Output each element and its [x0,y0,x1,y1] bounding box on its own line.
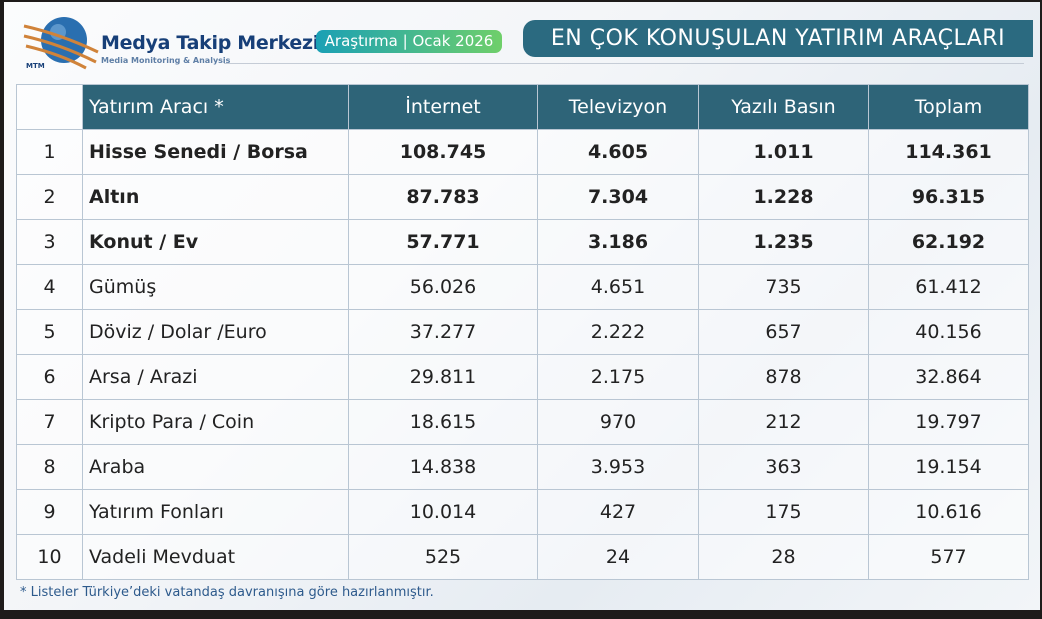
rank-header [16,84,83,130]
total-cell: 19.154 [868,444,1029,490]
press-cell: 1.228 [698,174,869,220]
tv-cell: 2.222 [537,309,699,355]
divider [224,63,1024,64]
internet-cell: 57.771 [348,219,538,265]
name-cell: Gümüş [82,264,349,310]
column-header: İnternet [348,84,538,130]
press-cell: 175 [698,489,869,535]
rank-cell: 3 [16,219,83,265]
rank-cell: 7 [16,399,83,445]
tv-cell: 24 [537,534,699,580]
name-cell: Kripto Para / Coin [82,399,349,445]
tv-cell: 2.175 [537,354,699,400]
table-row: 1 Hisse Senedi / Borsa 108.745 4.605 1.011 11… [16,129,1029,175]
data-table: Yatırım Aracı * İnternet Televizyon Yazı… [16,84,1029,580]
internet-cell: 56.026 [348,264,538,310]
rank-cell: 2 [16,174,83,220]
total-cell: 62.192 [868,219,1029,265]
name-cell: Konut / Ev [82,219,349,265]
internet-cell: 29.811 [348,354,538,400]
tv-cell: 427 [537,489,699,535]
press-cell: 878 [698,354,869,400]
brand-name: Medya Takip Merkezi [101,32,319,54]
tv-cell: 4.651 [537,264,699,310]
table-row: 9 Yatırım Fonları 10.014 427 175 10.616 [16,489,1029,535]
internet-cell: 14.838 [348,444,538,490]
name-cell: Yatırım Fonları [82,489,349,535]
name-cell: Vadeli Mevduat [82,534,349,580]
name-cell: Arsa / Arazi [82,354,349,400]
table-row: 4 Gümüş 56.026 4.651 735 61.412 [16,264,1029,310]
rank-cell: 6 [16,354,83,400]
date-badge: Araştırma | Ocak 2026 [316,30,502,53]
page-title: EN ÇOK KONUŞULAN YATIRIM ARAÇLARI [523,20,1033,57]
table-row: 6 Arsa / Arazi 29.811 2.175 878 32.864 [16,354,1029,400]
rank-cell: 10 [16,534,83,580]
column-header: Toplam [868,84,1029,130]
tv-cell: 7.304 [537,174,699,220]
rank-cell: 4 [16,264,83,310]
table-row: 7 Kripto Para / Coin 18.615 970 212 19.797 [16,399,1029,445]
total-cell: 114.361 [868,129,1029,175]
internet-cell: 108.745 [348,129,538,175]
total-cell: 577 [868,534,1029,580]
internet-cell: 18.615 [348,399,538,445]
tv-cell: 3.186 [537,219,699,265]
table-header: Yatırım Aracı * İnternet Televizyon Yazı… [16,84,1029,130]
total-cell: 96.315 [868,174,1029,220]
press-cell: 1.011 [698,129,869,175]
rank-cell: 8 [16,444,83,490]
table-row: 8 Araba 14.838 3.953 363 19.154 [16,444,1029,490]
press-cell: 28 [698,534,869,580]
brand-subtitle: Media Monitoring & Analysis [101,56,231,65]
rank-cell: 1 [16,129,83,175]
press-cell: 1.235 [698,219,869,265]
total-cell: 61.412 [868,264,1029,310]
rank-cell: 9 [16,489,83,535]
internet-cell: 525 [348,534,538,580]
name-cell: Araba [82,444,349,490]
total-cell: 19.797 [868,399,1029,445]
mtm-logo: MTM [23,17,99,70]
table-row: 10 Vadeli Mevduat 525 24 28 577 [16,534,1029,580]
name-cell: Altın [82,174,349,220]
table-row: 3 Konut / Ev 57.771 3.186 1.235 62.192 [16,219,1029,265]
press-cell: 657 [698,309,869,355]
press-cell: 363 [698,444,869,490]
svg-text:MTM: MTM [26,62,45,70]
total-cell: 32.864 [868,354,1029,400]
internet-cell: 10.014 [348,489,538,535]
tv-cell: 3.953 [537,444,699,490]
total-cell: 40.156 [868,309,1029,355]
table-row: 5 Döviz / Dolar /Euro 37.277 2.222 657 40.156 [16,309,1029,355]
tv-cell: 4.605 [537,129,699,175]
press-cell: 212 [698,399,869,445]
internet-cell: 37.277 [348,309,538,355]
internet-cell: 87.783 [348,174,538,220]
tv-cell: 970 [537,399,699,445]
press-cell: 735 [698,264,869,310]
table-row: 2 Altın 87.783 7.304 1.228 96.315 [16,174,1029,220]
rank-cell: 5 [16,309,83,355]
column-header: Televizyon [537,84,699,130]
name-cell: Hisse Senedi / Borsa [82,129,349,175]
name-cell: Döviz / Dolar /Euro [82,309,349,355]
total-cell: 10.616 [868,489,1029,535]
column-header: Yatırım Aracı * [82,84,349,130]
footnote: * Listeler Türkiye’deki vatandaş davranı… [20,585,434,600]
page: MTM Medya Takip Merkezi Media Monitoring… [4,2,1040,610]
column-header: Yazılı Basın [698,84,869,130]
